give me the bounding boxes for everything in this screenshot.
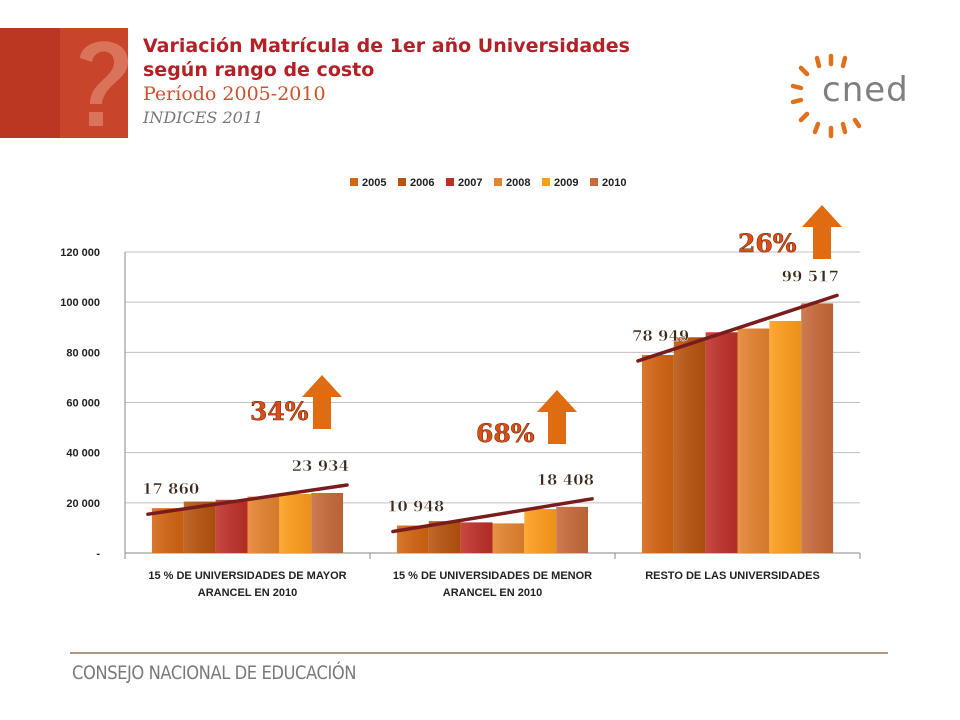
footer-divider xyxy=(70,652,888,654)
trend-line xyxy=(146,483,349,516)
data-label-start: 17 860 xyxy=(142,480,199,498)
category-label-line: RESTO DE LAS UNIVERSIDADES xyxy=(645,570,820,582)
bar-shade xyxy=(705,332,738,553)
footer-org-name: CONSEJO NACIONAL DE EDUCACIÓN xyxy=(72,662,357,684)
category-label: 15 % DE UNIVERSIDADES DE MAYOR ARANCEL E… xyxy=(125,568,370,602)
legend-swatch xyxy=(494,178,502,186)
bar-shade xyxy=(492,523,525,553)
data-label-end: 99 517 xyxy=(782,267,839,285)
legend-swatch xyxy=(590,178,598,186)
category-label: 15 % DE UNIVERSIDADES DE MENOR ARANCEL E… xyxy=(370,568,615,602)
legend-label: 2006 xyxy=(410,177,434,189)
y-tick-label: 100 000 xyxy=(60,297,100,309)
up-arrow-icon xyxy=(537,390,577,444)
legend-swatch xyxy=(350,178,358,186)
bar-shade xyxy=(769,320,802,553)
bar-shade xyxy=(215,499,248,553)
legend-label: 2007 xyxy=(458,177,482,189)
data-label-start: 10 948 xyxy=(387,498,444,516)
bar-shade xyxy=(801,303,834,553)
y-tick-label: 120 000 xyxy=(60,247,100,259)
bar-shade xyxy=(247,496,280,553)
y-tick-label: 40 000 xyxy=(66,448,100,460)
legend-swatch xyxy=(446,178,454,186)
category-label-line: ARANCEL EN 2010 xyxy=(442,587,543,599)
data-label-end: 18 408 xyxy=(537,471,594,489)
data-label-end: 23 934 xyxy=(292,457,349,475)
legend-label: 2010 xyxy=(602,177,626,189)
bar-shade xyxy=(556,506,589,553)
trend-line xyxy=(636,293,839,363)
bar-shade xyxy=(460,522,493,553)
percent-change-label: 34% xyxy=(250,397,309,426)
category-label-line: ARANCEL EN 2010 xyxy=(197,587,298,599)
percent-change-label: 26% xyxy=(738,229,797,258)
bar-shade xyxy=(673,337,706,553)
bar-shade xyxy=(524,509,557,553)
page-title-line1: Variación Matrícula de 1er año Universid… xyxy=(143,35,630,57)
page-title-line2: según rango de costo xyxy=(143,59,375,81)
bar-shade xyxy=(183,501,216,553)
percent-change-label: 68% xyxy=(476,419,535,448)
decorative-question-mark xyxy=(0,28,140,138)
legend-label: 2008 xyxy=(506,177,530,189)
subtitle-label: INDICES 2011 xyxy=(143,108,264,127)
bar-shade xyxy=(151,508,184,553)
y-tick-label: 20 000 xyxy=(66,498,100,510)
category-label: RESTO DE LAS UNIVERSIDADES xyxy=(615,568,850,585)
bar-shade xyxy=(279,494,312,553)
legend-label: 2005 xyxy=(362,177,386,189)
data-label-start: 78 949 xyxy=(632,327,689,345)
title-block: Variación Matrícula de 1er año Universid… xyxy=(143,34,630,130)
period-label: Período 2005-2010 xyxy=(143,83,326,105)
up-arrow-icon xyxy=(302,375,342,429)
category-label-line: 15 % DE UNIVERSIDADES DE MAYOR xyxy=(148,570,347,582)
bar-shade xyxy=(737,328,770,553)
cned-sunburst-logo-icon xyxy=(790,53,862,139)
up-arrow-icon xyxy=(802,205,842,259)
y-tick-label: - xyxy=(96,548,100,560)
logo-text: cned xyxy=(822,70,909,110)
y-tick-label: 80 000 xyxy=(66,347,100,359)
trend-line xyxy=(391,497,594,534)
legend-swatch xyxy=(398,178,406,186)
bar-shade xyxy=(311,492,344,553)
y-tick-label: 60 000 xyxy=(66,398,100,410)
bar-shade xyxy=(641,354,674,553)
category-label-line: 15 % DE UNIVERSIDADES DE MENOR xyxy=(392,570,593,582)
legend-label: 2009 xyxy=(554,177,578,189)
legend-swatch xyxy=(542,178,550,186)
